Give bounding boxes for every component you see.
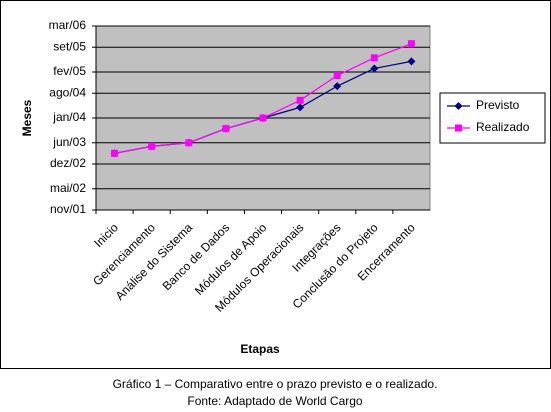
- data-point: [111, 149, 119, 157]
- legend-box: [439, 92, 546, 144]
- legend-marker: [455, 124, 462, 132]
- caption-source: Fonte: Adaptado de World Cargo: [187, 394, 363, 408]
- data-point: [333, 72, 341, 80]
- y-tick-label: jan/04: [52, 110, 86, 124]
- y-tick-label: jun/03: [52, 135, 86, 149]
- data-point: [185, 139, 193, 147]
- y-tick-label: dez/02: [50, 156, 86, 170]
- x-axis-title: Etapas: [240, 342, 280, 356]
- data-point: [296, 103, 305, 112]
- data-point: [148, 142, 156, 150]
- legend-marker: [454, 102, 463, 110]
- data-point: [259, 114, 267, 122]
- data-point: [370, 64, 379, 73]
- data-point: [333, 82, 342, 91]
- y-tick-label: fev/05: [53, 64, 86, 78]
- legend-label: Realizado: [476, 120, 530, 134]
- y-tick-label: ago/04: [49, 85, 86, 99]
- y-tick-label: set/05: [53, 39, 86, 53]
- y-tick-label: mar/06: [49, 18, 87, 32]
- caption: Gráfico 1 – Comparativo entre o prazo pr…: [113, 377, 438, 391]
- legend-label: Previsto: [476, 98, 520, 112]
- data-point: [407, 40, 415, 48]
- data-point: [370, 54, 378, 62]
- data-point: [407, 57, 416, 66]
- y-tick-label: mai/02: [50, 181, 86, 195]
- y-axis-title: Meses: [20, 99, 34, 136]
- y-tick-label: nov/01: [50, 202, 86, 216]
- data-point: [296, 96, 304, 104]
- data-point: [222, 125, 230, 133]
